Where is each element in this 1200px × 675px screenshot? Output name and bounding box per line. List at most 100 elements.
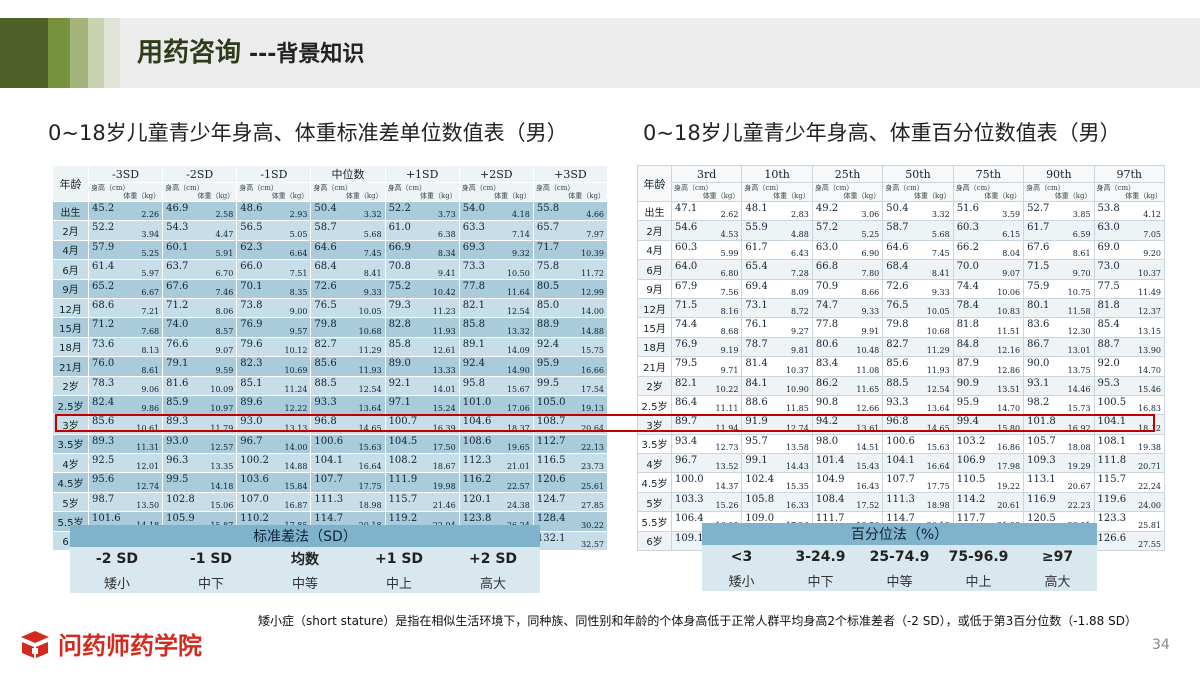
height-value: 90.9 [956,377,979,389]
value-cell: 104.9 16.43 [811,472,884,493]
weight-value: 12.22 [284,404,308,414]
value-cell: 88.6 11.85 [741,394,813,416]
weight-value: 8.16 [720,307,739,317]
height-value: 117.7 [956,513,986,525]
height-value: 85.6 [92,416,115,428]
weight-value: 16.33 [785,501,809,511]
height-value: 83.4 [815,358,839,370]
weight-value: 9.57 [289,326,308,336]
unit-header: 身高（cm） 体重（kg） [162,182,238,202]
age-cell: 6月 [637,259,672,280]
weight-value: 10.42 [432,287,456,297]
age-cell: 18月 [52,336,89,358]
value-cell: 106.9 17.98 [952,453,1025,474]
age-cell: 2岁 [637,375,672,396]
height-value: 52.7 [1027,203,1050,214]
value-cell: 56.5 5.05 [236,220,312,241]
height-value: 58.7 [886,222,909,234]
height-value: 60.3 [956,222,979,234]
height-value: 110.5 [956,474,986,486]
weight-value: 9.33 [931,287,950,297]
percentile-legend-title: 百分位法（%） [702,523,1097,545]
height-value: 82.7 [314,338,337,350]
value-cell: 57.2 5.25 [811,220,884,241]
height-value: 105.0 [536,396,566,408]
value-cell: 89.6 12.22 [236,394,312,416]
height-value: 61.0 [388,222,411,234]
weight-value: 18.98 [926,501,950,511]
height-value: 111.7 [815,513,845,525]
value-cell: 67.6 7.46 [162,278,238,299]
height-value: 124.7 [536,493,566,505]
height-value: 74.4 [675,319,698,331]
value-cell: 74.7 9.33 [811,297,884,319]
height-value: 89.3 [92,435,115,447]
value-cell: 82.8 11.93 [384,317,460,338]
column-header: 75th [952,165,1025,183]
height-value: 116.2 [462,474,492,486]
height-value: 77.5 [1097,280,1120,292]
weight-value: 20.67 [1067,481,1091,491]
table-row: 2岁 78.3 9.06 81.6 10.09 85.1 11.24 88.5 12.54 92.… [52,375,609,396]
table-row: 9月 67.9 7.56 69.4 8.09 70.9 8.66 72.6 9.33 74.4 10… [637,278,1166,299]
column-header: +3SD [532,165,609,183]
height-value: 105.8 [745,493,775,505]
weight-value: 18.37 [506,423,530,433]
height-value: 92.4 [536,338,560,350]
value-cell: 92.1 14.01 [384,375,460,396]
weight-value: 8.41 [363,268,382,278]
value-cell: 92.5 12.01 [87,453,164,474]
weight-value: 11.94 [715,423,739,433]
column-header: 25th [811,165,884,183]
legend-value: 3-24.9 [781,545,860,569]
value-cell: 64.6 7.45 [310,239,386,261]
height-value: 65.4 [745,261,768,273]
weight-value: 10.12 [284,346,308,356]
value-cell: 52.7 3.85 [1023,200,1095,222]
value-cell: 108.6 19.65 [458,433,534,455]
height-value: 69.0 [1097,241,1120,253]
height-value: 95.3 [1097,377,1120,389]
weight-value: 11.65 [856,384,880,394]
weight-value: 7.45 [363,249,382,259]
column-header: 97th [1093,165,1166,183]
weight-value: 12.16 [997,346,1021,356]
weight-value: 17.06 [506,404,530,414]
weight-value: 8.68 [720,326,739,336]
height-value: 45.2 [92,203,115,214]
weight-value: 11.29 [358,346,382,356]
weight-value: 7.21 [141,307,160,317]
height-value: 68.4 [886,261,909,273]
value-cell: 95.6 12.74 [87,472,164,493]
height-value: 107.7 [886,474,915,486]
value-cell: 102.4 15.35 [741,472,813,493]
table-row: 4岁 92.5 12.01 96.3 13.35 100.2 14.88 104.1 16.64… [52,453,609,474]
height-value: 73.3 [462,261,485,273]
value-cell: 86.2 11.65 [811,375,884,396]
value-cell: 132.1 32.57 [532,530,609,552]
weight-value: 7.56 [720,287,739,297]
weight-value: 16.87 [284,501,308,511]
weight-value: 7.28 [791,268,809,278]
weight-value: 11.93 [926,365,950,375]
age-cell: 4月 [52,239,89,261]
height-value: 98.2 [1027,396,1050,408]
weight-value: 9.32 [512,249,530,259]
height-value: 85.9 [166,396,189,408]
weight-value: 14.18 [210,481,234,491]
value-cell: 74.4 10.06 [952,278,1025,299]
height-value: 79.3 [388,299,411,311]
height-value: 120.1 [462,493,492,505]
value-cell: 63.0 7.05 [1093,220,1166,241]
value-cell: 81.8 12.37 [1093,297,1166,319]
height-value: 98.0 [815,435,839,447]
height-value: 107.0 [240,493,269,505]
age-cell: 9月 [52,278,89,299]
weight-value: 16.86 [997,443,1021,453]
weight-value: 5.68 [363,229,382,239]
weight-value: 6.43 [791,249,809,259]
height-value: 119.2 [388,513,418,525]
weight-value: 14.01 [432,384,456,394]
value-cell: 85.9 10.97 [162,394,238,416]
value-cell: 77.5 11.49 [1093,278,1166,299]
